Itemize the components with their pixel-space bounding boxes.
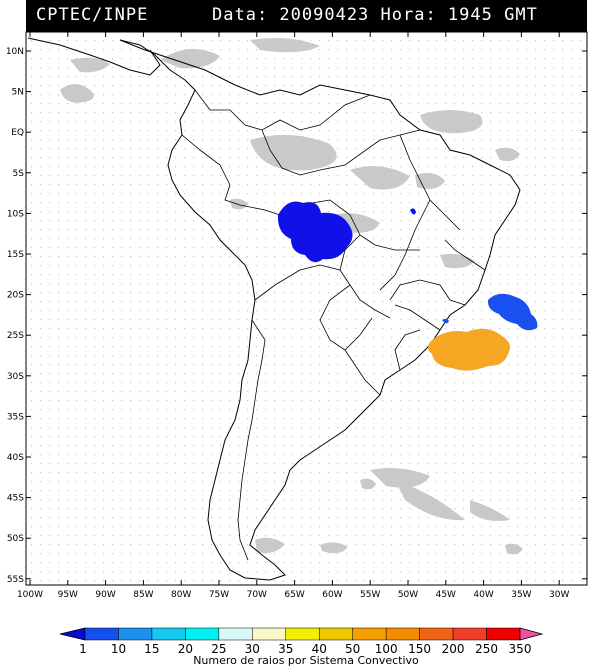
colorbar-arrow-left xyxy=(59,627,86,641)
lat-label: 35S xyxy=(7,412,24,422)
lon-label: 95W xyxy=(58,590,78,600)
colorbar-segment xyxy=(352,627,387,641)
lightning-system-atlantic-blue xyxy=(442,293,538,331)
colorbar-segment xyxy=(419,627,454,641)
lon-label: 60W xyxy=(322,590,342,600)
lon-label: 50W xyxy=(398,590,418,600)
datetime-label: Data: 20090423 Hora: 1945 GMT xyxy=(212,5,538,25)
longitude-axis: 100W 95W 90W 85W 80W 75W 70W 65W 60W 55W 50W 45W 40W… xyxy=(17,32,569,600)
colorbar-label: 150 xyxy=(408,642,431,656)
lon-label: 45W xyxy=(436,590,456,600)
colorbar-segment xyxy=(252,627,287,641)
lat-label: 20S xyxy=(7,291,24,301)
lat-label: 55S xyxy=(7,575,24,585)
colorbar-segment xyxy=(486,627,521,641)
colorbar-label: 30 xyxy=(245,642,260,656)
lon-label: 30W xyxy=(549,590,569,600)
lon-label: 100W xyxy=(17,590,43,600)
cloud-cover xyxy=(60,38,523,555)
colorbar-label: 20 xyxy=(178,642,193,656)
coastline-south-america xyxy=(27,37,521,581)
colorbar-title: Numero de raios por Sistema Convectivo xyxy=(193,654,419,667)
lightning-system-bolivia xyxy=(277,201,416,263)
lat-label: 10N xyxy=(6,47,24,57)
lat-label: EQ xyxy=(11,128,24,138)
lon-label: 80W xyxy=(171,590,191,600)
org-label: CPTEC/INPE xyxy=(36,5,149,25)
colorbar-segment xyxy=(452,627,487,641)
colorbar-segment xyxy=(285,627,320,641)
colorbar-label: 15 xyxy=(144,642,159,656)
lon-label: 55W xyxy=(360,590,380,600)
colorbar-segment xyxy=(151,627,186,641)
lat-label: 50S xyxy=(7,534,24,544)
colorbar-label: 350 xyxy=(509,642,532,656)
lon-label: 65W xyxy=(284,590,304,600)
colorbar-segment xyxy=(84,627,119,641)
colorbar-label: 40 xyxy=(312,642,327,656)
lat-label: 10S xyxy=(7,209,24,219)
lon-label: 90W xyxy=(95,590,115,600)
lon-label: 75W xyxy=(209,590,229,600)
colorbar-label: 250 xyxy=(475,642,498,656)
colorbar-arrow-right xyxy=(519,627,544,641)
lat-label: 30S xyxy=(7,372,24,382)
colorbar-segment xyxy=(218,627,253,641)
colorbar-segment xyxy=(185,627,220,641)
colorbar-legend: 1 10 15 20 25 30 35 40 50 100 150 200 250 350 xyxy=(59,627,544,656)
lightning-system-atlantic-orange xyxy=(428,328,510,371)
colorbar-label: 25 xyxy=(211,642,226,656)
lon-label: 40W xyxy=(473,590,493,600)
lon-label: 35W xyxy=(511,590,531,600)
lon-label: 70W xyxy=(247,590,267,600)
colorbar-label: 200 xyxy=(442,642,465,656)
lon-label: 85W xyxy=(133,590,153,600)
colorbar-label: 35 xyxy=(278,642,293,656)
lat-label: 15S xyxy=(7,250,24,260)
lat-label: 5S xyxy=(13,169,25,179)
latitude-axis: 10N 5N EQ 5S 10S 15S 20S 25S 30S 35S 40S 45S 50S 55S xyxy=(6,47,587,585)
lat-label: 45S xyxy=(7,494,24,504)
header-bar: CPTEC/INPE Data: 20090423 Hora: 1945 GMT xyxy=(26,0,587,32)
colorbar-segment xyxy=(318,627,353,641)
lat-label: 5N xyxy=(12,88,24,98)
colorbar-label: 10 xyxy=(111,642,126,656)
colorbar-label: 100 xyxy=(375,642,398,656)
colorbar-segment xyxy=(118,627,153,641)
colorbar-segment xyxy=(385,627,420,641)
lat-label: 40S xyxy=(7,453,24,463)
lat-label: 25S xyxy=(7,331,24,341)
colorbar-label: 50 xyxy=(345,642,360,656)
colorbar-label: 1 xyxy=(79,642,87,656)
